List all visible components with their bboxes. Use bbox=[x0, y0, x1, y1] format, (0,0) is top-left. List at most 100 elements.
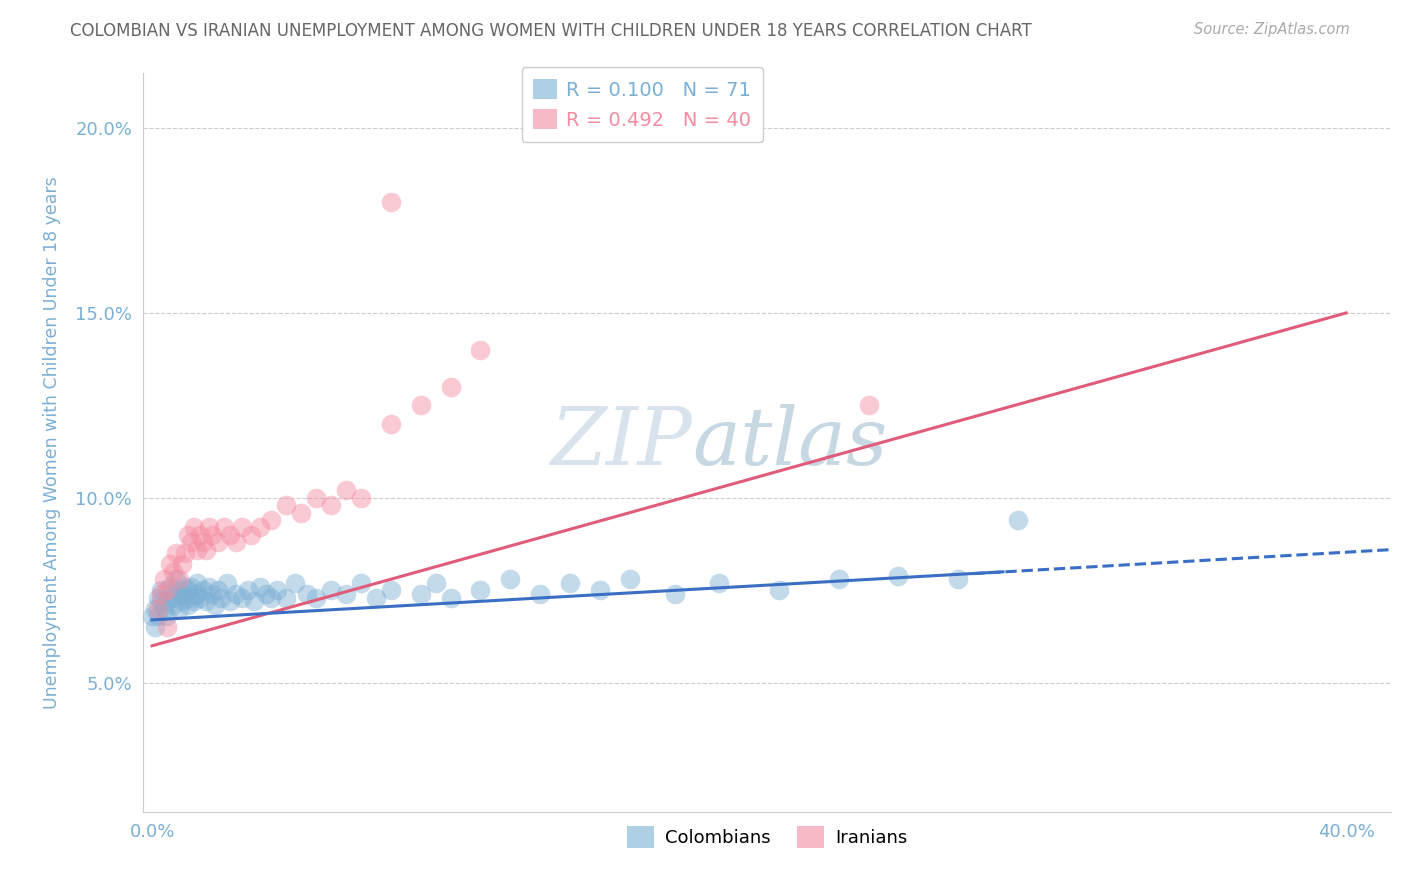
Point bbox=[380, 194, 402, 209]
Point bbox=[225, 535, 247, 549]
Point bbox=[180, 535, 202, 549]
Point bbox=[297, 587, 319, 601]
Point bbox=[249, 580, 271, 594]
Point bbox=[425, 575, 447, 590]
Point bbox=[153, 572, 176, 586]
Point bbox=[194, 594, 217, 608]
Point bbox=[260, 513, 283, 527]
Point bbox=[321, 498, 343, 512]
Point bbox=[218, 594, 240, 608]
Point bbox=[170, 558, 193, 572]
Point bbox=[174, 580, 197, 594]
Point bbox=[887, 568, 910, 582]
Point bbox=[249, 520, 271, 534]
Legend: R = 0.100   N = 71, R = 0.492   N = 40: R = 0.100 N = 71, R = 0.492 N = 40 bbox=[522, 68, 763, 142]
Point bbox=[180, 580, 202, 594]
Point bbox=[209, 591, 232, 605]
Point bbox=[146, 609, 169, 624]
Point bbox=[207, 583, 229, 598]
Point bbox=[150, 594, 173, 608]
Point bbox=[186, 542, 208, 557]
Point bbox=[146, 591, 169, 605]
Point bbox=[260, 591, 283, 605]
Point bbox=[558, 575, 581, 590]
Point bbox=[664, 587, 686, 601]
Point bbox=[156, 609, 179, 624]
Text: ZIP: ZIP bbox=[550, 403, 692, 481]
Text: Source: ZipAtlas.com: Source: ZipAtlas.com bbox=[1194, 22, 1350, 37]
Point bbox=[470, 583, 492, 598]
Point bbox=[470, 343, 492, 357]
Point bbox=[236, 583, 259, 598]
Point bbox=[276, 591, 298, 605]
Point bbox=[828, 572, 851, 586]
Point bbox=[162, 591, 184, 605]
Point bbox=[143, 602, 166, 616]
Point bbox=[204, 598, 226, 612]
Point bbox=[194, 542, 217, 557]
Point bbox=[201, 528, 224, 542]
Point bbox=[364, 591, 387, 605]
Point bbox=[186, 575, 208, 590]
Point bbox=[305, 591, 328, 605]
Point bbox=[231, 520, 253, 534]
Point bbox=[180, 591, 202, 605]
Point bbox=[946, 572, 969, 586]
Point bbox=[499, 572, 522, 586]
Point bbox=[159, 558, 181, 572]
Point bbox=[439, 591, 461, 605]
Point bbox=[165, 572, 187, 586]
Point bbox=[174, 591, 197, 605]
Point bbox=[380, 583, 402, 598]
Point bbox=[290, 506, 312, 520]
Point bbox=[170, 587, 193, 601]
Point bbox=[254, 587, 277, 601]
Point bbox=[284, 575, 307, 590]
Point bbox=[183, 594, 205, 608]
Point bbox=[198, 580, 221, 594]
Point bbox=[167, 602, 190, 616]
Point bbox=[242, 594, 264, 608]
Point bbox=[321, 583, 343, 598]
Point bbox=[212, 520, 235, 534]
Point bbox=[529, 587, 551, 601]
Point bbox=[215, 575, 238, 590]
Point bbox=[619, 572, 641, 586]
Point bbox=[225, 587, 247, 601]
Point bbox=[156, 620, 179, 634]
Point bbox=[183, 520, 205, 534]
Point bbox=[350, 575, 373, 590]
Point bbox=[156, 583, 179, 598]
Point bbox=[198, 520, 221, 534]
Point bbox=[350, 491, 373, 505]
Point bbox=[439, 380, 461, 394]
Point bbox=[858, 398, 880, 412]
Text: atlas: atlas bbox=[692, 403, 887, 481]
Point bbox=[335, 587, 357, 601]
Point bbox=[167, 572, 190, 586]
Point bbox=[409, 587, 432, 601]
Point bbox=[191, 583, 214, 598]
Point bbox=[201, 587, 224, 601]
Point bbox=[150, 583, 173, 598]
Point bbox=[156, 594, 179, 608]
Point bbox=[768, 583, 790, 598]
Point bbox=[170, 594, 193, 608]
Point bbox=[231, 591, 253, 605]
Point bbox=[191, 535, 214, 549]
Point bbox=[141, 609, 163, 624]
Point bbox=[409, 398, 432, 412]
Point bbox=[177, 583, 200, 598]
Point bbox=[239, 528, 262, 542]
Point bbox=[186, 587, 208, 601]
Point bbox=[143, 620, 166, 634]
Point bbox=[335, 483, 357, 498]
Point bbox=[1007, 513, 1029, 527]
Point bbox=[188, 528, 211, 542]
Point bbox=[380, 417, 402, 431]
Point bbox=[159, 580, 181, 594]
Point bbox=[153, 602, 176, 616]
Text: COLOMBIAN VS IRANIAN UNEMPLOYMENT AMONG WOMEN WITH CHILDREN UNDER 18 YEARS CORRE: COLOMBIAN VS IRANIAN UNEMPLOYMENT AMONG … bbox=[70, 22, 1032, 40]
Point bbox=[218, 528, 240, 542]
Point bbox=[165, 546, 187, 560]
